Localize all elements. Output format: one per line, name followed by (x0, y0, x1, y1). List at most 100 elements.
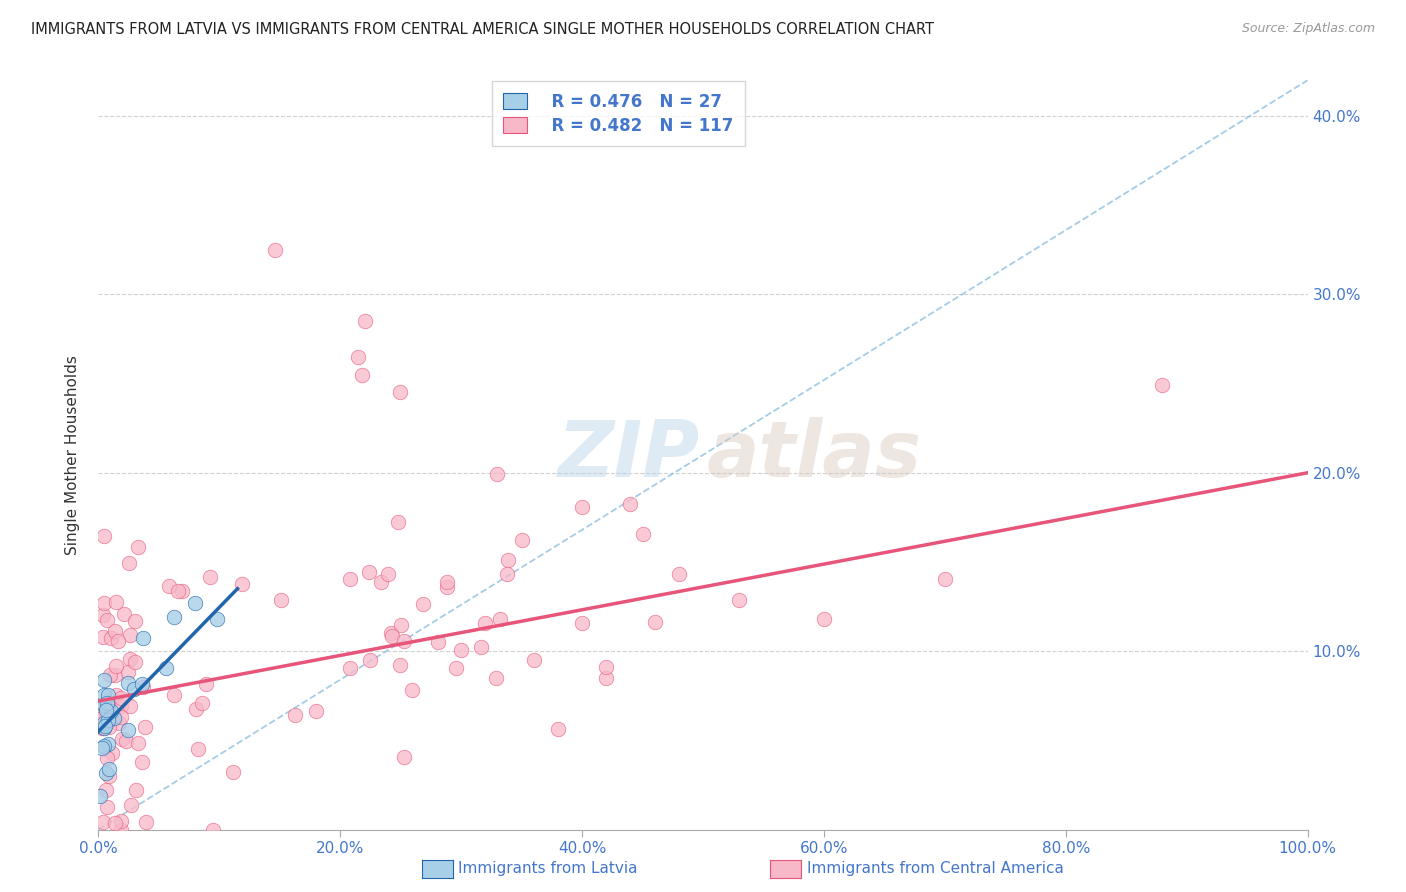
Point (103, 711, 125, 725)
Point (96, 751, 118, 765)
Point (120, 798, 142, 813)
Point (132, 631, 155, 645)
Point (350, 368, 373, 382)
Point (412, 597, 434, 611)
Point (97, 688, 120, 702)
Point (89, 789, 111, 803)
Point (381, 629, 404, 643)
Point (728, 593, 751, 607)
Text: ZIP: ZIP (557, 417, 699, 493)
Point (103, 710, 125, 724)
Point (389, 617, 412, 632)
Point (187, 742, 209, 756)
Point (496, 552, 519, 566)
Point (523, 653, 546, 667)
Point (571, 616, 593, 631)
Point (91, 720, 114, 734)
Point (124, 655, 146, 669)
Point (98, 668, 121, 682)
Point (231, 577, 253, 591)
Point (155, 660, 177, 674)
Point (125, 783, 148, 797)
Point (108, 716, 131, 731)
Point (97, 699, 120, 714)
Point (619, 497, 641, 511)
Point (436, 574, 458, 589)
Point (110, 822, 132, 837)
Point (595, 671, 617, 685)
Point (446, 661, 468, 675)
Point (595, 660, 617, 674)
Point (167, 584, 190, 599)
Point (110, 710, 132, 724)
Point (388, 385, 411, 400)
Point (100, 631, 122, 645)
Point (157, 579, 180, 593)
Point (426, 634, 449, 648)
Point (172, 584, 194, 599)
Point (89, 698, 111, 713)
Point (1152, 378, 1174, 392)
Point (100, 746, 122, 760)
Point (263, 243, 285, 257)
Point (222, 765, 245, 780)
Point (201, 822, 224, 837)
Point (96, 782, 118, 797)
Point (122, 681, 145, 696)
Point (163, 609, 186, 624)
Point (183, 596, 205, 610)
Point (489, 612, 512, 626)
Point (93, 596, 115, 610)
Point (91, 630, 114, 644)
Point (93, 698, 115, 712)
Point (94, 718, 117, 732)
Point (184, 702, 207, 716)
Point (132, 680, 155, 694)
Point (127, 541, 149, 555)
Point (96, 613, 118, 627)
Point (103, 668, 125, 682)
Point (377, 566, 399, 581)
Point (96, 800, 118, 814)
Point (392, 750, 415, 764)
Point (117, 665, 139, 679)
Point (91, 815, 114, 830)
Point (107, 634, 129, 648)
Point (450, 643, 472, 657)
Point (339, 572, 361, 586)
Point (110, 814, 132, 828)
Point (339, 660, 361, 674)
Point (118, 652, 141, 666)
Point (134, 719, 156, 733)
Text: IMMIGRANTS FROM LATVIA VS IMMIGRANTS FROM CENTRAL AMERICA SINGLE MOTHER HOUSEHOL: IMMIGRANTS FROM LATVIA VS IMMIGRANTS FRO… (31, 22, 934, 37)
Point (191, 696, 214, 710)
Point (270, 592, 292, 607)
Point (401, 683, 423, 698)
Point (124, 615, 146, 629)
Y-axis label: Single Mother Households: Single Mother Households (65, 355, 80, 555)
Text: Source: ZipAtlas.com: Source: ZipAtlas.com (1241, 22, 1375, 36)
Point (117, 556, 139, 570)
Point (97, 713, 120, 727)
Text: atlas: atlas (707, 417, 921, 493)
Point (96, 716, 118, 731)
Point (94, 765, 117, 780)
Point (100, 704, 122, 718)
Point (105, 595, 128, 609)
Legend:   R = 0.476   N = 27,   R = 0.482   N = 117: R = 0.476 N = 27, R = 0.482 N = 117 (492, 81, 745, 146)
Point (346, 350, 368, 364)
Point (90, 721, 112, 735)
Point (394, 634, 416, 648)
Point (97, 762, 120, 776)
Point (104, 689, 127, 703)
Point (387, 515, 409, 529)
Point (90, 708, 112, 723)
Point (94, 703, 117, 717)
Point (112, 607, 135, 621)
Point (359, 653, 381, 667)
Point (163, 688, 186, 702)
Point (644, 615, 666, 629)
Point (135, 815, 157, 830)
Point (117, 723, 139, 738)
Point (205, 612, 228, 626)
